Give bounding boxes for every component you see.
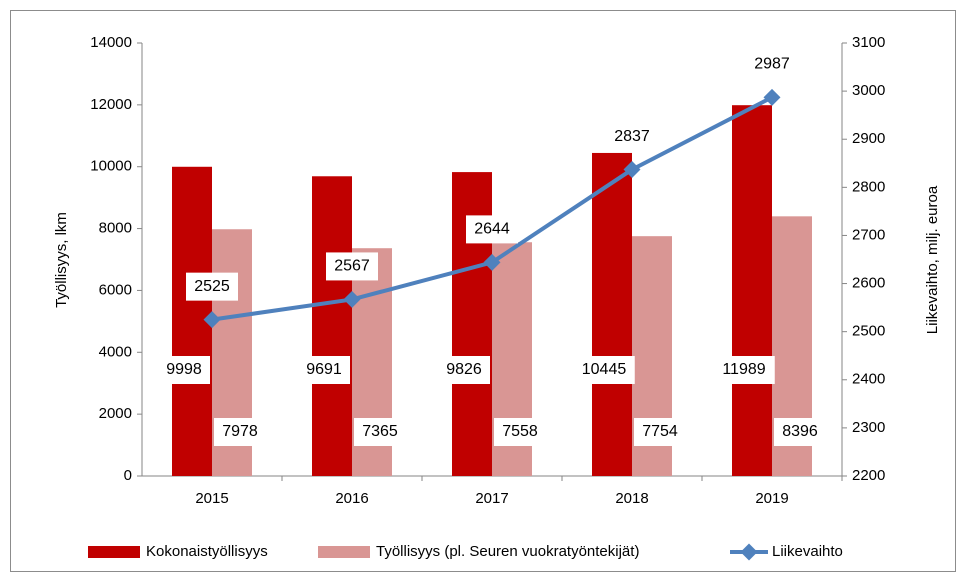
bar (592, 152, 632, 477)
y2-tick-label: 2800 (852, 178, 885, 195)
data-label: 9998 (166, 361, 202, 378)
data-label-box (298, 356, 350, 384)
data-label: 2987 (754, 56, 790, 73)
y-tick-label: 6000 (99, 281, 132, 298)
data-label-box (354, 418, 406, 446)
data-label-box (438, 356, 490, 384)
x-tick-label: 2019 (755, 490, 788, 507)
data-label-box (713, 356, 775, 384)
legend-swatch (318, 546, 370, 558)
y-tick-label: 0 (124, 467, 132, 484)
y2-tick-label: 2300 (852, 419, 885, 436)
data-label-box (158, 356, 210, 384)
y2-tick-label: 2400 (852, 371, 885, 388)
data-label-box (326, 252, 378, 281)
data-label: 7754 (642, 423, 678, 440)
y2-tick-label: 3000 (852, 82, 885, 99)
data-label: 9826 (446, 361, 482, 378)
line-marker (483, 253, 501, 271)
x-tick-label: 2018 (615, 490, 648, 507)
data-label-box (606, 122, 658, 151)
legend-swatch (88, 546, 140, 558)
y-tick-label: 2000 (99, 405, 132, 422)
y-tick-label: 10000 (90, 158, 132, 175)
y2-tick-label: 2500 (852, 323, 885, 340)
y2-axis-title: Liikevaihto, milj. euroa (924, 185, 941, 334)
legend-label: Kokonaistyöllisyys (146, 543, 268, 560)
legend-marker (740, 543, 758, 561)
line-marker (623, 161, 641, 179)
data-label: 7558 (502, 423, 538, 440)
y2-tick-label: 2700 (852, 226, 885, 243)
x-tick-label: 2016 (335, 490, 368, 507)
line-marker (343, 290, 361, 308)
y2-tick-label: 2900 (852, 130, 885, 147)
y2-tick-label: 3100 (852, 34, 885, 51)
y-axis-title: Työllisyys, lkm (53, 212, 70, 308)
data-label: 7978 (222, 423, 258, 440)
data-label: 8396 (782, 423, 818, 440)
x-tick-label: 2017 (475, 490, 508, 507)
data-label: 2837 (614, 128, 650, 145)
data-label-box (746, 50, 798, 79)
bar (732, 105, 772, 476)
data-label: 2567 (334, 258, 370, 275)
data-label: 7365 (362, 423, 398, 440)
data-label: 10445 (582, 361, 627, 378)
line-marker (763, 88, 781, 106)
y2-tick-label: 2600 (852, 275, 885, 292)
data-label: 2644 (474, 221, 510, 238)
data-label-box (774, 418, 826, 446)
data-label-box (634, 418, 686, 446)
y-tick-label: 4000 (99, 343, 132, 360)
data-label-box (466, 215, 518, 244)
data-label-box (494, 418, 546, 446)
legend-label: Liikevaihto (772, 543, 843, 560)
y-tick-label: 12000 (90, 96, 132, 113)
data-label: 9691 (306, 361, 342, 378)
y-tick-label: 8000 (99, 220, 132, 237)
x-tick-label: 2015 (195, 490, 228, 507)
legend-label: Työllisyys (pl. Seuren vuokratyöntekijät… (376, 543, 639, 560)
line-marker (203, 311, 221, 329)
data-label-box (573, 356, 635, 384)
data-label: 11989 (722, 361, 765, 378)
data-label-box (186, 272, 238, 301)
bar (312, 176, 352, 476)
data-label-box (214, 418, 266, 446)
y2-tick-label: 2200 (852, 467, 885, 484)
y-tick-label: 14000 (90, 34, 132, 51)
data-label: 2525 (194, 278, 230, 295)
